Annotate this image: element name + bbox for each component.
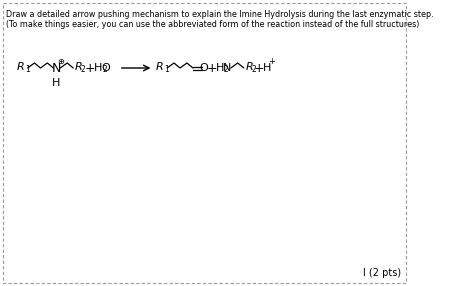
Text: R: R — [75, 62, 82, 72]
Text: l (2 pts): l (2 pts) — [363, 268, 401, 278]
Text: 2: 2 — [252, 65, 256, 74]
Text: R: R — [246, 62, 253, 72]
Text: N: N — [51, 61, 61, 74]
Text: O: O — [101, 63, 110, 73]
Text: 2: 2 — [223, 65, 228, 74]
Text: ⊕: ⊕ — [57, 57, 64, 65]
Text: 2: 2 — [102, 65, 107, 74]
Text: +: + — [268, 57, 275, 67]
Text: R: R — [156, 62, 164, 72]
Text: 1: 1 — [25, 65, 30, 74]
Text: Draw a detailed arrow pushing mechanism to explain the Imine Hydrolysis during t: Draw a detailed arrow pushing mechanism … — [6, 10, 434, 19]
Text: N: N — [223, 63, 232, 73]
Text: H: H — [94, 63, 102, 73]
Text: 2: 2 — [81, 65, 86, 74]
Text: +: + — [84, 61, 95, 74]
Text: H: H — [52, 78, 60, 88]
Text: (To make things easier, you can use the abbreviated form of the reaction instead: (To make things easier, you can use the … — [6, 20, 419, 29]
Text: +: + — [207, 61, 217, 74]
Text: O: O — [200, 63, 209, 73]
Text: H: H — [216, 63, 224, 73]
Text: +: + — [254, 61, 264, 74]
Text: H: H — [263, 63, 271, 73]
Text: 1: 1 — [164, 65, 169, 74]
Text: R: R — [17, 62, 24, 72]
